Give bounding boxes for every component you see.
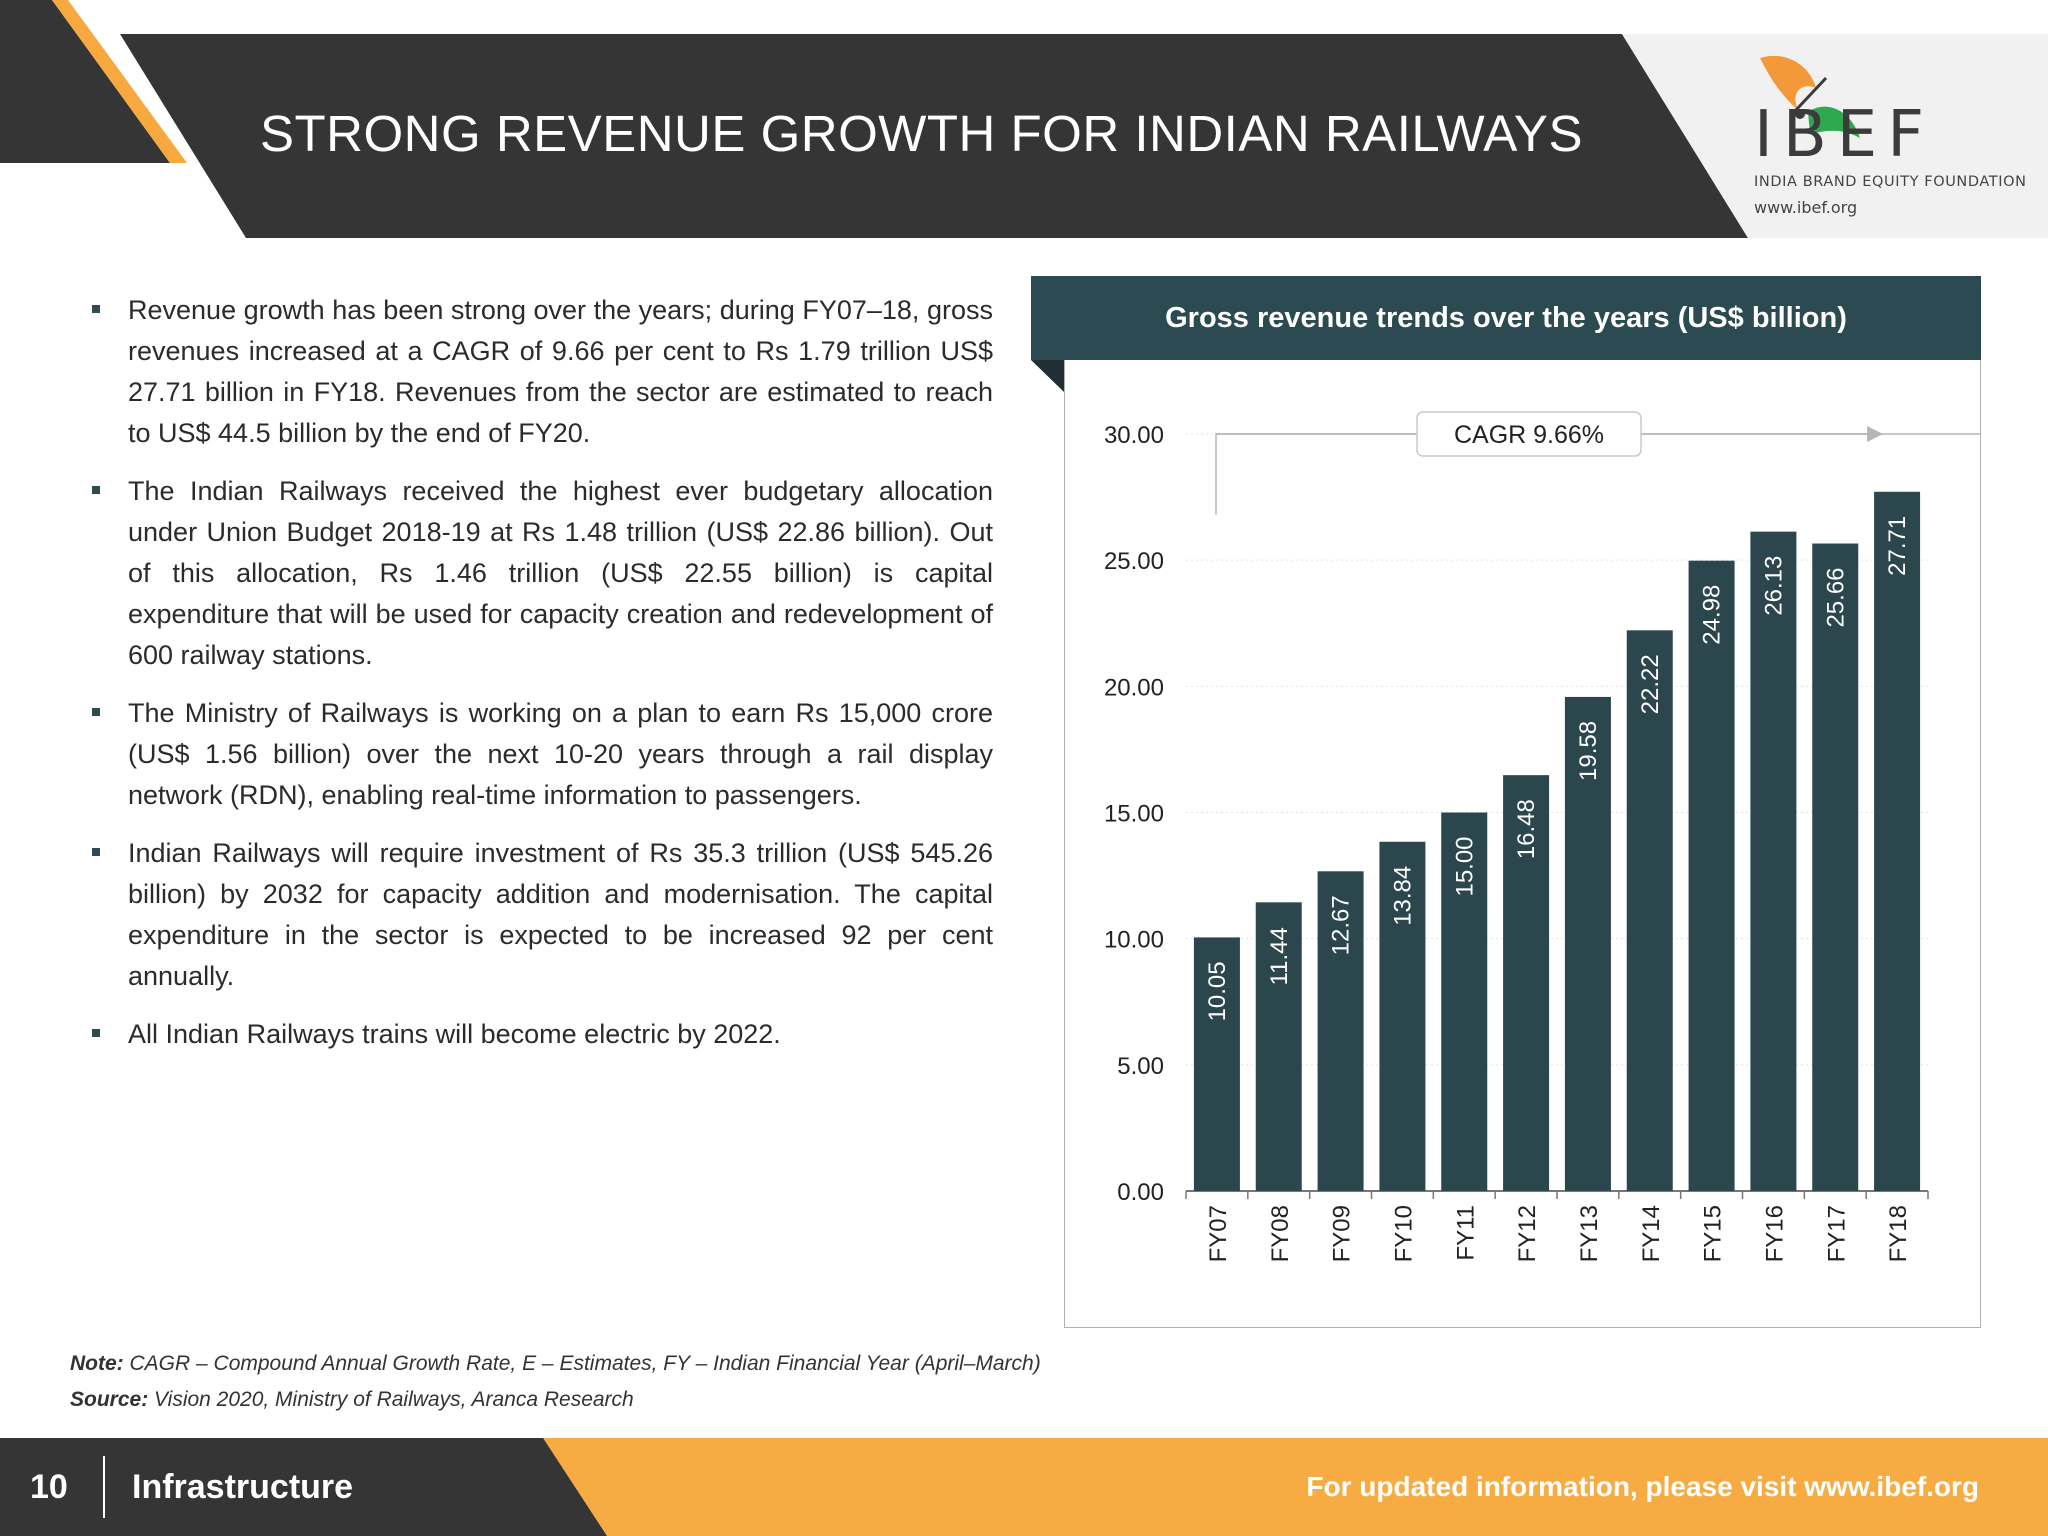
bullet-square-icon [92, 486, 100, 494]
logo-tagline: INDIA BRAND EQUITY FOUNDATION [1754, 174, 2027, 190]
header-title-band [120, 34, 1748, 238]
header-orange-stripe [52, 0, 187, 163]
source-line: Source: Vision 2020, Ministry of Railway… [70, 1388, 1041, 1412]
source-label: Source: [70, 1388, 149, 1411]
bar-chart: 0.00 5.00 10.00 15.00 20.00 25.00 30.00 10.05 FY… [1031, 360, 1981, 1262]
bullet-text: The Indian Railways received the highest… [128, 476, 993, 670]
y-tick-label: 15.00 [1104, 801, 1164, 828]
x-category-label: FY16 [1761, 1205, 1788, 1262]
chart-panel: 0.00 5.00 10.00 15.00 20.00 25.00 30.00 10.05 FY… [1031, 276, 1981, 1329]
bar [1379, 841, 1426, 1191]
footer-divider [103, 1456, 105, 1518]
footer-dark-tab [0, 1438, 607, 1536]
header-background [0, 0, 2048, 238]
bullet-item: All Indian Railways trains will become e… [88, 1014, 993, 1055]
slide-footer: 10 Infrastructure For updated informatio… [0, 1438, 2048, 1536]
bar [1193, 937, 1240, 1191]
bar-value-label: 16.48 [1513, 799, 1540, 859]
chart-title: Gross revenue trends over the years (US$… [1165, 302, 1847, 334]
cagr-arrow-head [1867, 426, 1884, 442]
header-left-dark-tab [0, 0, 170, 163]
bullet-text: All Indian Railways trains will become e… [128, 1019, 781, 1049]
bar-value-label: 15.00 [1451, 836, 1478, 896]
y-tick-label: 5.00 [1117, 1053, 1164, 1080]
note-text: CAGR – Compound Annual Growth Rate, E – … [123, 1352, 1041, 1375]
y-tick-label: 20.00 [1104, 674, 1164, 701]
cagr-label: CAGR 9.66% [1454, 421, 1604, 449]
ibef-logo: IBEF INDIA BRAND EQUITY FOUNDATION www.i… [1750, 50, 2030, 230]
y-tick-label: 0.00 [1117, 1179, 1164, 1206]
bar-value-label: 13.84 [1389, 866, 1416, 926]
y-tick-label: 10.00 [1104, 927, 1164, 954]
bullet-square-icon [92, 1029, 100, 1037]
bullet-list: Revenue growth has been strong over the … [88, 290, 993, 1072]
bar-value-label: 24.98 [1699, 585, 1726, 645]
bar [1750, 531, 1797, 1191]
page-title: STRONG REVENUE GROWTH FOR INDIAN RAILWAY… [260, 105, 1583, 162]
logo-url: www.ibef.org [1754, 198, 1858, 217]
x-category-label: FY14 [1638, 1205, 1665, 1262]
x-category-label: FY07 [1205, 1205, 1232, 1262]
x-category-label: FY18 [1885, 1205, 1912, 1262]
bar-value-label: 12.67 [1328, 895, 1355, 955]
slide-header: STRONG REVENUE GROWTH FOR INDIAN RAILWAY… [0, 0, 2048, 240]
bar-value-label: 26.13 [1760, 556, 1787, 616]
bullet-square-icon [92, 848, 100, 856]
cagr-label-box [1416, 411, 1642, 457]
bullet-item: Revenue growth has been strong over the … [88, 290, 993, 454]
bar [1317, 871, 1364, 1191]
bullet-text: Revenue growth has been strong over the … [128, 295, 993, 448]
x-category-label: FY13 [1576, 1205, 1603, 1262]
x-category-label: FY09 [1329, 1205, 1356, 1262]
bar [1441, 812, 1488, 1191]
header-logo-area [1622, 34, 2048, 238]
bar [1503, 775, 1550, 1191]
x-category-label: FY08 [1267, 1205, 1294, 1262]
bar-value-label: 25.66 [1822, 567, 1849, 627]
chart-title-bar: Gross revenue trends over the years (US$… [1031, 276, 1981, 360]
x-category-label: FY10 [1390, 1205, 1417, 1262]
bullet-item: Indian Railways will require investment … [88, 833, 993, 997]
title-bar-fold [1031, 360, 1064, 392]
note-line: Note: CAGR – Compound Annual Growth Rate… [70, 1352, 1041, 1376]
bullet-square-icon [92, 305, 100, 313]
bar [1626, 630, 1673, 1191]
y-tick-label: 30.00 [1104, 422, 1164, 449]
bar [1812, 543, 1859, 1191]
note-label: Note: [70, 1352, 124, 1375]
bullet-text: The Ministry of Railways is working on a… [128, 698, 993, 810]
x-category-label: FY11 [1452, 1205, 1479, 1261]
footer-background [0, 1438, 2048, 1536]
notes-section: Note: CAGR – Compound Annual Growth Rate… [70, 1352, 1041, 1424]
bar-value-label: 10.05 [1204, 961, 1231, 1021]
bar-value-label: 22.22 [1637, 654, 1664, 714]
bar [1688, 560, 1735, 1191]
bar-value-label: 11.44 [1266, 927, 1293, 985]
source-text: Vision 2020, Ministry of Railways, Aranc… [148, 1388, 634, 1411]
bar [1874, 491, 1921, 1192]
x-category-label: FY12 [1514, 1205, 1541, 1262]
bullet-item: The Indian Railways received the highest… [88, 471, 993, 676]
logo-wordmark: IBEF [1754, 98, 1935, 172]
bullet-item: The Ministry of Railways is working on a… [88, 693, 993, 816]
bullet-text: Indian Railways will require investment … [128, 838, 993, 991]
section-name: Infrastructure [132, 1468, 354, 1506]
y-tick-label: 25.00 [1104, 548, 1164, 575]
bar-value-label: 19.58 [1575, 721, 1602, 781]
bullet-square-icon [92, 708, 100, 716]
x-category-label: FY15 [1700, 1205, 1727, 1262]
bar [1564, 696, 1611, 1191]
footer-link[interactable]: For updated information, please visit ww… [1306, 1471, 1979, 1502]
x-category-label: FY17 [1823, 1205, 1850, 1262]
page-number: 10 [30, 1468, 68, 1506]
bird-logo-icon [1760, 55, 1860, 138]
bar [1255, 902, 1302, 1191]
bar-value-label: 27.71 [1884, 516, 1911, 576]
